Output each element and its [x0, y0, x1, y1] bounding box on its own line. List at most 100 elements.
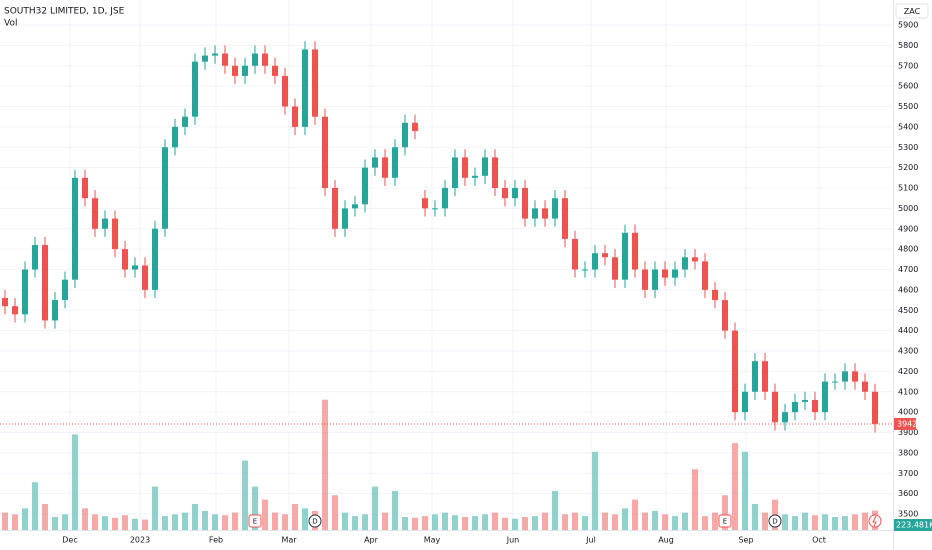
volume-bar	[572, 512, 578, 530]
candle-body	[142, 265, 148, 290]
volume-bar	[442, 512, 448, 530]
candle-body	[702, 261, 708, 290]
axes: 3500 3600 3700 3800 3900 4000 4100 4200 4300 4400…	[62, 21, 932, 545]
last-price-tag	[894, 417, 916, 430]
candle-body	[82, 177, 88, 199]
candle-body	[102, 218, 108, 229]
y-tick-label: 3600	[898, 489, 918, 498]
volume-bar	[832, 516, 838, 530]
volume-bar	[272, 512, 278, 530]
volume-bar	[402, 516, 408, 530]
candle-body	[832, 381, 838, 383]
volume-bar	[822, 514, 828, 530]
candle-body	[622, 232, 628, 280]
candle-body	[632, 232, 638, 270]
volume-bar	[612, 514, 618, 530]
alert-icon[interactable]	[868, 514, 882, 528]
volume-bar	[802, 512, 808, 530]
volume-bar	[322, 399, 328, 530]
candle-body	[342, 208, 348, 229]
volume-bar	[482, 514, 488, 530]
candle-body	[662, 269, 668, 278]
volume-bar	[722, 495, 728, 530]
volume-bar	[32, 482, 38, 530]
y-tick-label: 3800	[898, 448, 918, 457]
candle-body	[232, 65, 238, 76]
candle-body	[42, 245, 48, 321]
candle-body	[582, 269, 588, 271]
volume-bar	[52, 516, 58, 530]
volume-bar	[202, 510, 208, 530]
volume-bar	[752, 503, 758, 530]
currency: ZAC	[904, 7, 921, 16]
y-tick-label: 3900	[898, 428, 918, 437]
candle-body	[612, 257, 618, 280]
y-tick-label: 3500	[898, 510, 918, 519]
currency-box[interactable]	[895, 3, 929, 19]
volume-bar	[562, 514, 568, 530]
event-marker	[768, 514, 782, 528]
candle-body	[272, 65, 278, 76]
volume-bar	[492, 512, 498, 530]
y-tick-label: 5700	[898, 61, 918, 70]
y-tick-label: 5000	[898, 204, 918, 213]
candle-body	[642, 269, 648, 290]
volume-bar	[352, 516, 358, 530]
volume-bar	[732, 443, 738, 530]
volume-bar	[862, 512, 868, 530]
volume-bar	[432, 514, 438, 530]
grid	[0, 0, 893, 530]
candle-body	[382, 157, 388, 178]
candle-body	[242, 65, 248, 76]
candle-body	[502, 188, 508, 199]
volume-bar	[852, 514, 858, 530]
volume-bar	[62, 514, 68, 530]
candle-body	[432, 208, 438, 210]
volume-bar	[382, 512, 388, 530]
candle-body	[412, 122, 418, 131]
candle-body	[262, 53, 268, 66]
y-tick-label: 4100	[898, 387, 918, 396]
volume-bar	[22, 508, 28, 530]
volume-bar	[282, 514, 288, 530]
candle-body	[652, 269, 658, 290]
candle-body	[552, 198, 558, 219]
candle-body	[72, 177, 78, 280]
volume-bar	[302, 508, 308, 530]
candle-body	[212, 53, 218, 56]
candle-body	[52, 300, 58, 321]
x-tick-label: May	[424, 536, 441, 545]
candle-body	[112, 218, 118, 250]
y-tick-label: 4300	[898, 347, 918, 356]
candle-body	[792, 401, 798, 413]
volume-bar	[512, 518, 518, 530]
event-label: E	[253, 518, 257, 526]
volume-bar	[182, 512, 188, 530]
candle-body	[392, 147, 398, 178]
y-tick-label: 5800	[898, 41, 918, 50]
y-tick-label: 4900	[898, 224, 918, 233]
candle-body	[482, 157, 488, 176]
x-tick-label: Sep	[738, 536, 753, 545]
candle-body	[202, 55, 208, 62]
volume-bar	[462, 516, 468, 530]
volume-bar	[392, 490, 398, 530]
volume-bar	[582, 516, 588, 530]
volume-bar	[452, 515, 458, 530]
volume-bar	[42, 503, 48, 530]
candle-body	[562, 198, 568, 239]
volume-bar	[702, 516, 708, 530]
volume-bar	[362, 514, 368, 530]
y-tick-label: 5100	[898, 184, 918, 193]
volume-bar	[622, 508, 628, 530]
candle-body	[62, 279, 68, 301]
x-tick-label: Apr	[364, 536, 379, 545]
volume-bar	[472, 516, 478, 530]
volume-bar	[2, 512, 8, 530]
volume-bar	[132, 518, 138, 530]
volume-bar	[92, 514, 98, 530]
last-volume-label: 223.481K	[896, 521, 932, 530]
candle-body	[252, 53, 258, 66]
volume-bar	[842, 516, 848, 530]
volume-bar	[122, 515, 128, 530]
